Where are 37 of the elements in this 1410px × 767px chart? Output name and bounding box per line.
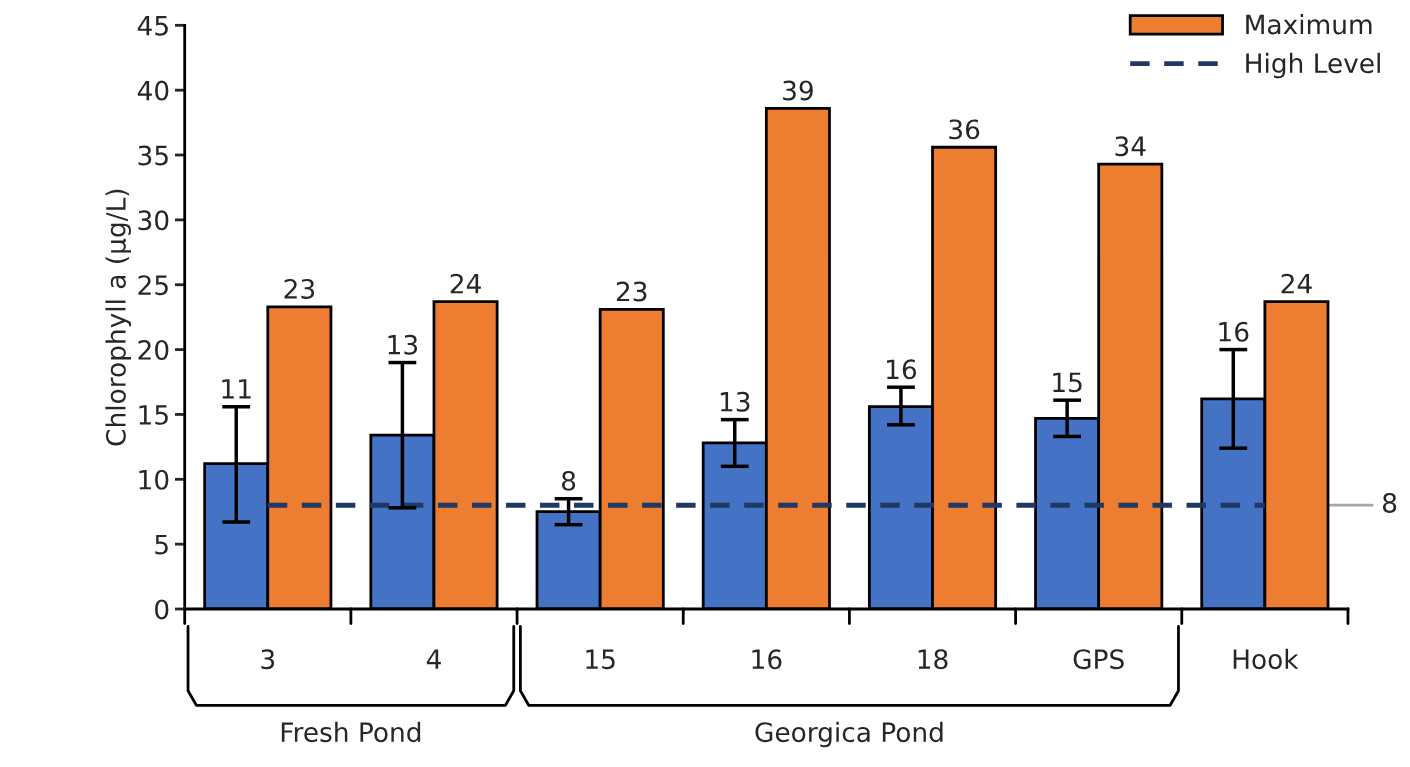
y-tick-label: 30 <box>138 210 169 231</box>
legend-label: High Level <box>1246 52 1380 79</box>
data-label: 39 <box>783 80 813 101</box>
annotation: 8 <box>1382 492 1397 513</box>
y-tick-label: 0 <box>155 599 169 620</box>
data-label: 16 <box>1219 321 1249 342</box>
y-tick-label: 10 <box>139 469 169 490</box>
x-tick-label: Hook <box>1233 648 1299 670</box>
y-tick-label: 45 <box>137 16 168 36</box>
y-tick-label: 20 <box>138 340 169 360</box>
data-label: 16 <box>887 359 917 380</box>
x-tick-label: 18 <box>918 649 948 670</box>
data-label: 15 <box>1053 372 1082 393</box>
data-label: 13 <box>388 334 418 355</box>
x-tick-label: 16 <box>752 649 782 670</box>
y-tick-label: 25 <box>138 275 168 296</box>
y-tick-label: 5 <box>155 534 168 555</box>
data-label: 24 <box>1281 273 1312 294</box>
x-tick-label: 15 <box>586 649 615 670</box>
data-label: 11 <box>222 379 251 399</box>
data-label: 34 <box>1115 136 1146 157</box>
data-label: 23 <box>284 278 315 299</box>
y-tick-label: 15 <box>139 405 168 425</box>
data-label: 36 <box>949 119 980 140</box>
y-tick-label: 40 <box>137 80 169 101</box>
data-label: 24 <box>450 273 481 294</box>
y-axis-title: Chlorophyll a (µg/L) <box>105 189 131 446</box>
x-tick-label: 4 <box>426 649 441 669</box>
legend-label: Maximum <box>1246 14 1372 35</box>
text: Georgica Pond <box>755 721 943 748</box>
data-label: 23 <box>616 281 647 302</box>
x-tick-label: GPS <box>1073 649 1124 670</box>
y-tick-label: 35 <box>138 145 168 166</box>
data-label: 13 <box>720 391 750 412</box>
x-tick-label: 3 <box>261 649 275 670</box>
text: Fresh Pond <box>281 721 421 743</box>
data-label: 8 <box>561 470 576 491</box>
